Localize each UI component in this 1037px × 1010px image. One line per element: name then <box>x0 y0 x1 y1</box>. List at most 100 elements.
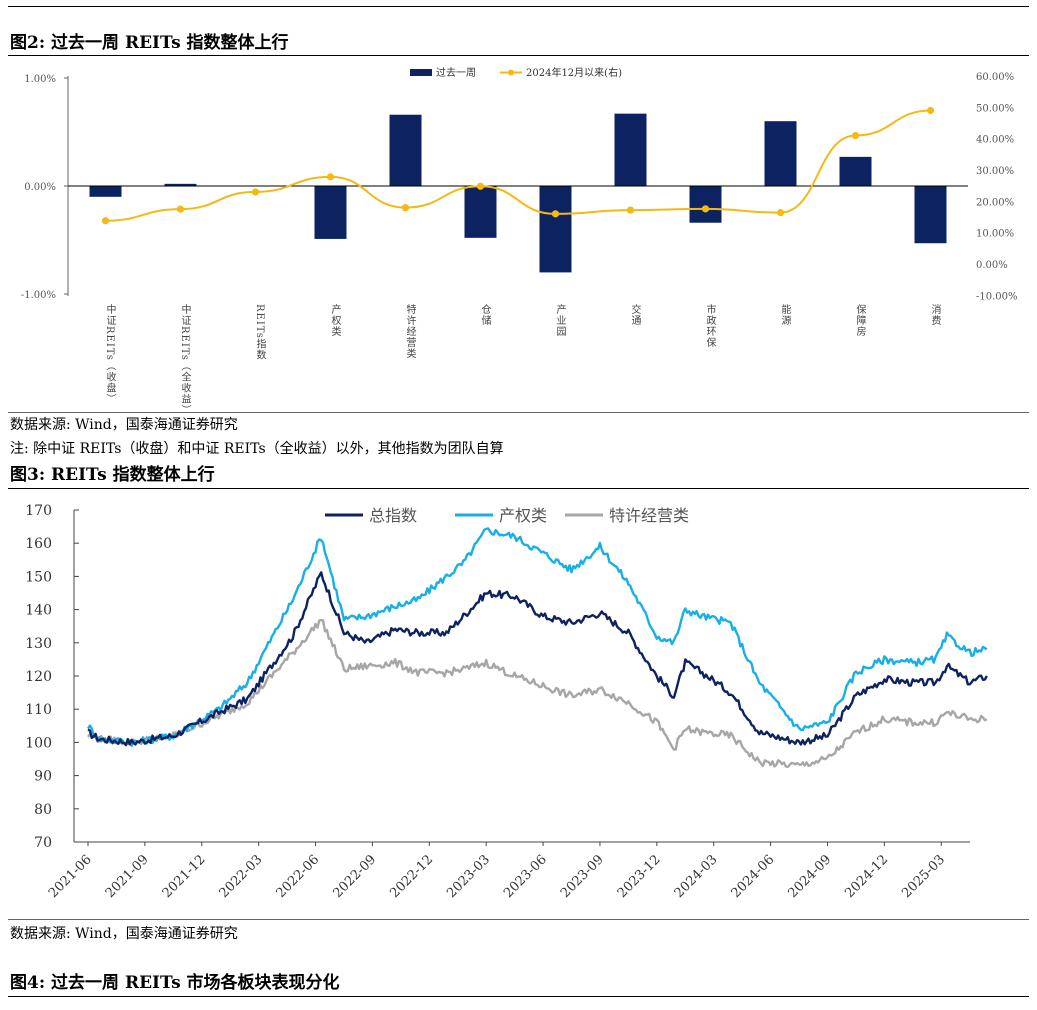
fig3-y-tick-label: 90 <box>34 769 52 785</box>
fig2-legend-line-label: 2024年12月以来(右) <box>526 66 622 79</box>
fig3-y-tick-label: 170 <box>25 503 52 519</box>
fig4-title: 图4: 过去一周 REITs 市场各板块表现分化 <box>10 973 340 993</box>
fig2-legend-line-marker <box>508 69 514 76</box>
fig3-series-line <box>87 571 988 747</box>
fig2-right-tick-label: 50.00% <box>976 103 1014 114</box>
fig2-right-tick-label: 0.00% <box>976 260 1008 271</box>
fig2-line-point <box>626 206 635 214</box>
fig3-x-tick-label: 2021-09 <box>103 852 152 901</box>
fig2-bar <box>764 121 797 186</box>
fig2-line-point <box>251 188 260 196</box>
fig2-line-point <box>176 205 185 213</box>
fig2-bar <box>839 156 872 186</box>
fig3-y-tick-label: 120 <box>25 669 52 685</box>
fig2-category-label: 产权类 <box>329 303 341 337</box>
top-rule <box>8 6 1029 7</box>
fig2-line-point <box>701 205 710 213</box>
fig3-x-tick-label: 2023-03 <box>444 852 493 901</box>
fig2-title: 图2: 过去一周 REITs 指数整体上行 <box>10 33 289 53</box>
fig2-bar <box>539 186 572 273</box>
fig2-source: 数据来源: Wind，国泰海通证券研究 <box>10 417 238 433</box>
fig2-right-tick-label: 10.00% <box>976 229 1014 240</box>
fig2-line-point <box>326 173 335 181</box>
fig2-bar <box>89 186 122 197</box>
fig3-x-tick-label: 2024-03 <box>672 852 721 901</box>
fig3-y-tick-label: 160 <box>25 536 52 552</box>
fig3-x-tick-label: 2023-06 <box>501 852 550 901</box>
fig3-x-ticks: 2021-06 2021-09 2021-12 2022-03 2022-06 2022-… <box>46 842 948 901</box>
fig2-bottom-rule <box>8 412 1029 413</box>
fig3-x-tick-label: 2023-12 <box>615 852 664 901</box>
fig3-y-tick-label: 140 <box>25 603 52 619</box>
fig3-legend-label: 产权类 <box>499 506 547 525</box>
fig3-source: 数据来源: Wind，国泰海通证券研究 <box>10 926 238 942</box>
fig2-category-label: 仓储 <box>479 303 491 326</box>
fig2-right-tick-label: 30.00% <box>976 166 1014 177</box>
fig2-category-label: 能源 <box>779 303 791 326</box>
fig2-left-tick-label: 1.00% <box>24 74 56 85</box>
fig2-bars <box>89 113 947 273</box>
fig2-legend-bar-label: 过去一周 <box>436 66 476 79</box>
fig3-x-tick-label: 2024-12 <box>842 852 891 901</box>
fig2-category-label: 中证REITs（全收益） <box>179 303 191 412</box>
fig3-y-tick-label: 70 <box>34 835 52 851</box>
fig3-y-tick-label: 80 <box>34 802 52 818</box>
fig3-x-tick-label: 2022-06 <box>274 852 323 901</box>
fig3-x-tick-label: 2023-09 <box>558 852 607 901</box>
fig3-lines <box>86 527 988 769</box>
fig2-category-label: 市政环保 <box>704 303 716 348</box>
fig2-note: 注: 除中证 REITs（收盘）和中证 REITs（全收益）以外，其他指数为团队… <box>10 441 504 457</box>
fig2-right-tick-label: 40.00% <box>976 135 1014 146</box>
fig3-y-tick-label: 100 <box>25 735 52 751</box>
fig3-x-tick-label: 2025-03 <box>899 852 948 901</box>
fig2-line-point <box>776 208 785 217</box>
fig3-series-line <box>86 527 988 747</box>
fig2-line-point <box>551 210 560 218</box>
fig3-y-tick-label: 130 <box>25 636 52 652</box>
fig2-line-point <box>851 131 860 140</box>
fig3-x-tick-label: 2022-09 <box>330 852 379 901</box>
fig4-title-rule <box>8 996 1029 997</box>
fig3-legend: 总指数 产权类 特许经营类 <box>325 506 689 525</box>
fig2-chart: 过去一周 2024年12月以来(右) 1.00% 0.00% -1.00% 60.0… <box>21 66 1018 412</box>
fig2-legend-bar-swatch <box>410 69 432 76</box>
fig3-x-tick-label: 2021-12 <box>160 852 209 901</box>
fig2-right-tick-label: -10.00% <box>976 291 1018 302</box>
fig3-legend-label: 总指数 <box>369 506 417 525</box>
fig2-left-axis: 1.00% 0.00% -1.00% <box>21 74 69 301</box>
fig2-left-tick-label: 0.00% <box>24 182 56 193</box>
fig2-bar <box>389 114 422 186</box>
fig2-right-axis: 60.00% 50.00% 40.00% 30.00% 20.00% 10.00% 0.00… <box>976 72 1018 302</box>
fig3-x-tick-label: 2022-03 <box>217 852 266 901</box>
fig3-bottom-rule <box>8 919 1029 920</box>
fig2-line-series <box>101 106 935 225</box>
fig2-category-label: 保障房 <box>854 303 866 337</box>
fig2-category-labels: 中证REITs（收盘） 中证REITs（全收益） REITs指数 产权类 特许经营类 仓储… <box>104 303 941 412</box>
fig2-bar <box>614 113 647 186</box>
fig2-category-label: 中证REITs（收盘） <box>104 303 116 405</box>
fig2-line-point <box>401 203 410 212</box>
fig3-x-tick-label: 2021-06 <box>46 852 95 901</box>
fig2-bar <box>164 183 197 186</box>
fig3-title: 图3: REITs 指数整体上行 <box>10 465 215 485</box>
fig2-category-label: 交通 <box>629 303 641 326</box>
fig2-bar <box>689 186 722 223</box>
fig3-axes: 170 160 150 140 130 120 110 100 90 80 70 <box>25 503 970 851</box>
fig3-y-tick-label: 150 <box>25 569 52 585</box>
fig2-line-point <box>926 106 935 115</box>
fig2-right-tick-label: 20.00% <box>976 197 1014 208</box>
fig2-category-label: 消费 <box>929 303 941 326</box>
fig3-legend-label: 特许经营类 <box>609 506 689 525</box>
fig3-chart: 总指数 产权类 特许经营类 170 160 150 140 130 120 110 100 90 80… <box>25 503 988 901</box>
fig2-left-tick-label: -1.00% <box>21 290 56 301</box>
fig3-title-rule <box>8 488 1029 489</box>
fig2-line-point <box>476 182 485 190</box>
fig3-x-tick-label: 2022-12 <box>387 852 436 901</box>
fig3-y-tick-label: 110 <box>25 702 52 718</box>
fig2-category-label: 产业园 <box>554 303 566 337</box>
fig3-x-tick-label: 2024-06 <box>729 852 778 901</box>
fig3-series-line <box>87 619 988 769</box>
fig2-category-label: REITs指数 <box>254 304 266 361</box>
fig3-x-tick-label: 2024-09 <box>785 852 834 901</box>
fig2-right-tick-label: 60.00% <box>976 72 1014 83</box>
